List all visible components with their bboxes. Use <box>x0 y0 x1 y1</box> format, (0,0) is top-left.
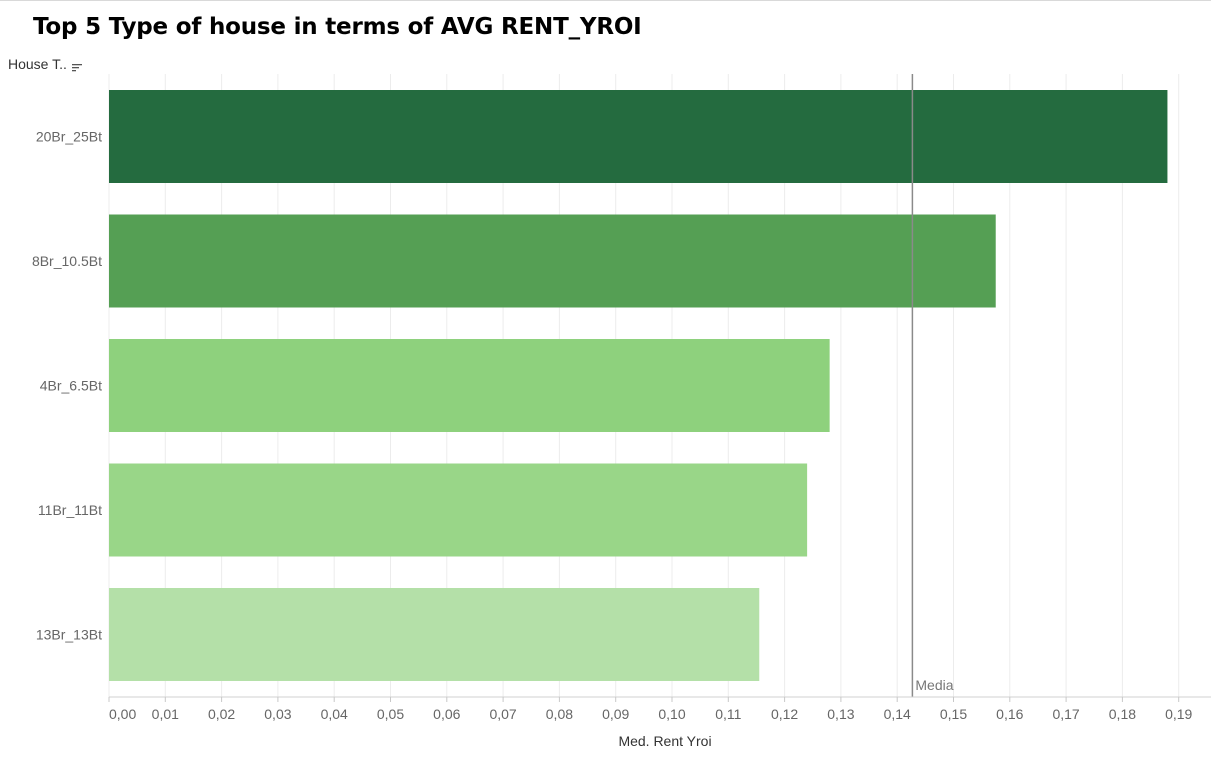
bar[interactable] <box>109 214 996 308</box>
x-tick-label: 0,17 <box>1052 706 1079 722</box>
x-tick-label: 0,03 <box>264 706 291 722</box>
x-tick-label: 0,01 <box>152 706 179 722</box>
x-axis-title: Med. Rent Yroi <box>618 733 711 749</box>
category-label: 4Br_6.5Bt <box>40 378 102 394</box>
category-label: 20Br_25Bt <box>36 129 102 145</box>
x-tick-label: 0,04 <box>321 706 348 722</box>
row-header-house-type[interactable]: House T.. <box>8 56 83 72</box>
category-label: 8Br_10.5Bt <box>32 253 102 269</box>
x-tick-label: 0,13 <box>827 706 854 722</box>
x-tick-label: 0,10 <box>658 706 685 722</box>
x-tick-label: 0,07 <box>489 706 516 722</box>
x-tick-label: 0,06 <box>433 706 460 722</box>
x-tick-label: 0,15 <box>940 706 967 722</box>
x-tick-label: 0,11 <box>715 706 741 722</box>
x-tick-label: 0,19 <box>1165 706 1192 722</box>
x-tick-label: 0,08 <box>546 706 573 722</box>
top-divider <box>0 0 1211 1</box>
chart-title: Top 5 Type of house in terms of AVG RENT… <box>33 14 642 40</box>
x-tick-label: 0,05 <box>377 706 404 722</box>
bar[interactable] <box>109 90 1168 183</box>
bar[interactable] <box>109 339 830 432</box>
reference-line-label: Media <box>915 677 953 693</box>
category-label: 11Br_11Bt <box>38 502 102 518</box>
bar[interactable] <box>109 463 808 557</box>
row-header-label: House T.. <box>8 56 67 72</box>
bar[interactable] <box>109 588 760 681</box>
x-tick-label: 0,14 <box>884 706 911 722</box>
x-tick-label: 0,02 <box>208 706 235 722</box>
x-tick-label: 0,09 <box>602 706 629 722</box>
x-tick-label: 0,18 <box>1109 706 1136 722</box>
x-tick-label: 0,16 <box>996 706 1023 722</box>
category-label: 13Br_13Bt <box>36 627 102 643</box>
x-tick-label: 0,00 <box>109 706 136 722</box>
x-tick-label: 0,12 <box>771 706 798 722</box>
sort-descending-icon[interactable] <box>71 59 83 72</box>
